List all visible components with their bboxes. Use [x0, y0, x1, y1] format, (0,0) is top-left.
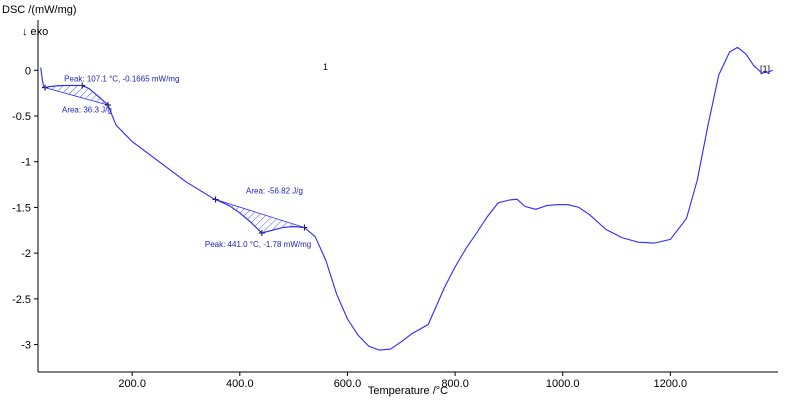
y-tick-label: -1	[21, 157, 31, 169]
x-tick-label: 200.0	[118, 378, 146, 390]
x-tick-label: 400.0	[226, 378, 254, 390]
dsc-curve	[40, 46, 773, 351]
area-label: Area: 36.3 J/g	[62, 106, 112, 115]
peak-label: Peak: 107.1 °C, -0.1665 mW/mg	[64, 75, 179, 84]
y-tick-label: -3	[21, 340, 31, 352]
exo-direction-label: ↓ exo	[22, 26, 48, 38]
y-tick-label: -1.5	[12, 202, 31, 214]
x-tick-label: 600.0	[334, 378, 362, 390]
peak-area-hatch	[215, 199, 305, 234]
peak-label: Peak: 441.0 °C, -1.78 mW/mg	[205, 240, 311, 249]
peak-area-hatch	[43, 84, 109, 106]
y-tick-label: -2	[21, 248, 31, 260]
y-axis-label: DSC /(mW/mg)	[2, 4, 77, 16]
x-axis-label: Temperature /°C	[368, 385, 448, 397]
curve-id-label: 1	[323, 62, 328, 72]
x-tick-label: 1000.0	[546, 378, 580, 390]
x-tick-label: 800.0	[441, 378, 469, 390]
segment-label: [1]	[760, 64, 770, 74]
y-tick-label: -0.5	[12, 111, 31, 123]
y-tick-label: 0	[25, 65, 31, 77]
y-tick-label: -2.5	[12, 294, 31, 306]
area-label: Area: -56.82 J/g	[246, 187, 303, 196]
x-tick-label: 1200.0	[654, 378, 688, 390]
